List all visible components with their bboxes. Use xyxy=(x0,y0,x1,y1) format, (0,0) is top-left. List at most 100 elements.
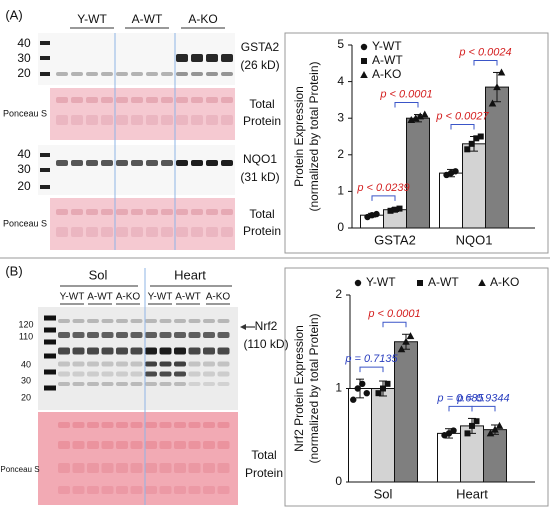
point xyxy=(411,114,420,122)
blot xyxy=(50,88,235,140)
ladder-band xyxy=(44,385,56,391)
y-tick-label: 1 xyxy=(337,184,344,198)
band xyxy=(130,382,143,386)
band xyxy=(58,441,70,449)
band xyxy=(130,486,143,494)
band xyxy=(71,115,83,125)
band xyxy=(131,115,143,125)
mw-marker: 110 xyxy=(19,331,33,341)
band xyxy=(72,371,85,377)
band xyxy=(206,54,218,62)
point xyxy=(497,68,506,76)
mw-marker: 120 xyxy=(18,319,33,329)
legend-marker xyxy=(360,71,368,78)
band xyxy=(130,347,143,355)
ladder-band xyxy=(40,41,50,45)
tissue-label: Heart xyxy=(174,267,206,282)
band xyxy=(174,422,186,428)
point xyxy=(380,385,386,392)
band xyxy=(87,371,99,377)
band xyxy=(72,486,85,494)
band xyxy=(206,209,218,215)
band xyxy=(221,160,233,166)
point xyxy=(491,425,499,433)
band xyxy=(191,160,203,166)
band xyxy=(159,332,172,338)
legend-marker xyxy=(360,43,368,51)
band xyxy=(145,319,157,323)
x-tick-label: NQO1 xyxy=(456,232,493,247)
band xyxy=(87,332,99,338)
p-value: p < 0.0001 xyxy=(367,308,420,320)
band xyxy=(87,422,99,428)
band xyxy=(71,209,83,215)
band xyxy=(131,72,143,76)
y-tick-label: 0 xyxy=(335,474,342,488)
bar xyxy=(394,341,418,483)
bar xyxy=(485,86,509,229)
p-value: p = 0.7135 xyxy=(344,353,398,365)
point xyxy=(396,205,403,212)
band xyxy=(58,463,70,473)
legend-label: A-WT xyxy=(372,53,403,67)
ladder-band xyxy=(40,168,50,172)
y-tick-label: 0 xyxy=(337,220,344,234)
band xyxy=(217,347,230,355)
band xyxy=(221,209,233,215)
legend-label: A-KO xyxy=(490,275,519,289)
band xyxy=(58,361,70,367)
mw-marker: 40 xyxy=(17,36,31,50)
stain-label: Ponceau S xyxy=(0,465,39,474)
p-value: p < 0.0239 xyxy=(356,182,409,194)
mw-marker: 20 xyxy=(21,392,31,402)
band xyxy=(203,361,215,367)
protein-size: (110 kD) xyxy=(243,337,288,351)
band xyxy=(217,361,230,367)
band xyxy=(146,209,158,215)
stain-label: Ponceau S xyxy=(3,108,47,118)
significance-bracket xyxy=(359,366,384,373)
group-label: A-KO xyxy=(206,292,231,303)
point xyxy=(452,168,459,175)
band xyxy=(188,332,201,338)
band xyxy=(86,160,98,166)
band xyxy=(159,371,172,377)
band xyxy=(145,361,157,367)
bar xyxy=(462,143,486,229)
band xyxy=(159,347,172,355)
band xyxy=(56,160,68,166)
band xyxy=(176,97,188,103)
bar xyxy=(437,432,461,483)
y-tick-label: 3 xyxy=(337,110,344,124)
protein-size: (31 kD) xyxy=(240,170,279,184)
band xyxy=(58,371,70,377)
group-label: A-KO xyxy=(116,292,141,303)
band xyxy=(174,441,186,449)
band xyxy=(159,422,172,428)
ladder-band xyxy=(44,369,56,375)
ladder-band xyxy=(40,185,50,189)
band xyxy=(72,319,85,323)
band xyxy=(58,486,70,494)
band xyxy=(145,382,157,386)
group-label: A-KO xyxy=(188,12,217,26)
band xyxy=(161,160,173,166)
band xyxy=(72,422,85,428)
point xyxy=(473,135,480,142)
band xyxy=(161,227,173,237)
band xyxy=(145,486,157,494)
band xyxy=(130,441,143,449)
band xyxy=(203,371,215,377)
bar xyxy=(439,172,463,229)
ladder-band xyxy=(44,353,56,359)
band xyxy=(87,347,99,355)
band xyxy=(86,115,98,125)
band xyxy=(176,209,188,215)
band xyxy=(174,319,186,323)
group-label: A-WT xyxy=(87,292,113,303)
band xyxy=(101,382,114,386)
point xyxy=(486,429,495,437)
blot xyxy=(38,33,235,85)
point xyxy=(350,396,357,403)
band xyxy=(217,463,230,473)
